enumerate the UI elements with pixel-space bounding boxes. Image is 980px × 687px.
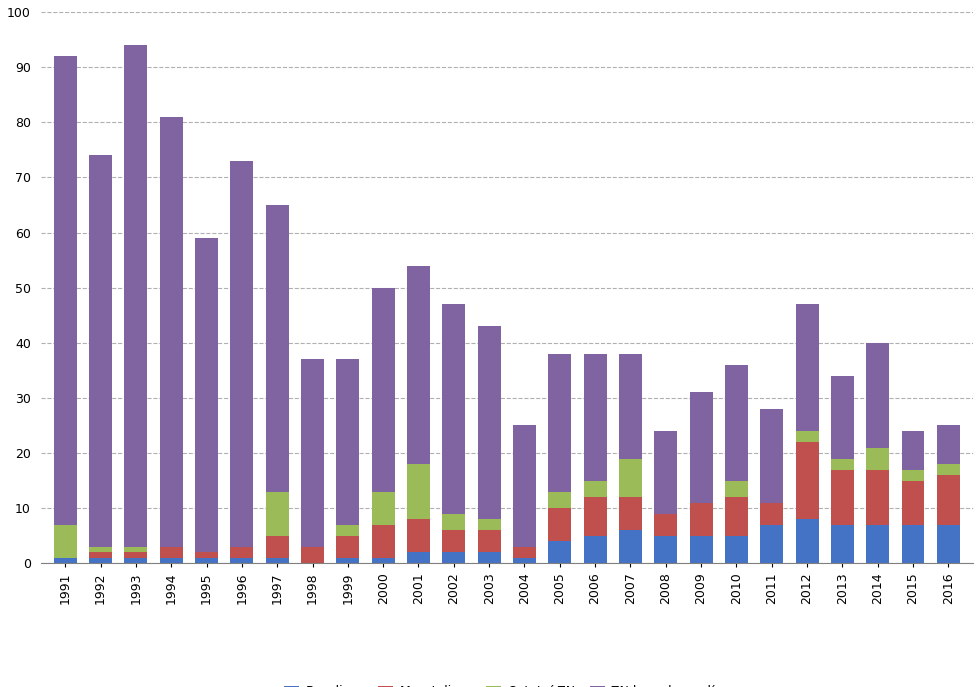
Bar xyxy=(124,547,147,552)
Bar xyxy=(336,525,360,536)
Bar xyxy=(690,392,712,503)
Bar xyxy=(796,442,818,519)
Bar xyxy=(619,530,642,563)
Bar xyxy=(831,459,854,470)
Bar xyxy=(548,541,571,563)
Bar xyxy=(796,304,818,431)
Bar xyxy=(54,525,76,558)
Bar xyxy=(655,536,677,563)
Bar xyxy=(371,288,395,492)
Bar xyxy=(195,552,218,558)
Bar xyxy=(619,497,642,530)
Bar xyxy=(584,354,607,481)
Bar xyxy=(513,425,536,547)
Bar xyxy=(266,558,289,563)
Bar xyxy=(124,45,147,547)
Bar xyxy=(371,525,395,558)
Bar xyxy=(831,470,854,525)
Bar xyxy=(655,431,677,514)
Bar xyxy=(230,161,254,547)
Bar xyxy=(796,431,818,442)
Bar xyxy=(371,558,395,563)
Bar xyxy=(760,503,783,525)
Bar xyxy=(442,514,466,530)
Bar xyxy=(725,365,748,481)
Bar xyxy=(266,492,289,536)
Bar xyxy=(442,530,466,552)
Bar xyxy=(407,519,430,552)
Bar xyxy=(690,536,712,563)
Bar xyxy=(195,558,218,563)
Bar xyxy=(548,508,571,541)
Bar xyxy=(301,359,324,547)
Bar xyxy=(548,354,571,492)
Bar xyxy=(902,470,924,481)
Bar xyxy=(725,497,748,536)
Bar xyxy=(230,547,254,558)
Bar xyxy=(407,552,430,563)
Bar xyxy=(619,354,642,459)
Bar xyxy=(336,536,360,558)
Bar xyxy=(902,525,924,563)
Bar xyxy=(937,475,959,525)
Bar xyxy=(230,558,254,563)
Bar xyxy=(584,497,607,536)
Bar xyxy=(336,558,360,563)
Bar xyxy=(89,558,112,563)
Bar xyxy=(937,425,959,464)
Bar xyxy=(477,552,501,563)
Legend: Bazaliom, Mezoteliom, Ostatní ZN, ZN bronchu a plíce: Bazaliom, Mezoteliom, Ostatní ZN, ZN bro… xyxy=(279,680,734,687)
Bar xyxy=(866,447,889,470)
Bar xyxy=(124,558,147,563)
Bar xyxy=(831,525,854,563)
Bar xyxy=(477,519,501,530)
Bar xyxy=(655,514,677,536)
Bar xyxy=(89,547,112,552)
Bar xyxy=(407,266,430,464)
Bar xyxy=(266,205,289,492)
Bar xyxy=(301,547,324,563)
Bar xyxy=(336,359,360,525)
Bar xyxy=(513,547,536,558)
Bar xyxy=(89,552,112,558)
Bar xyxy=(760,525,783,563)
Bar xyxy=(266,536,289,558)
Bar xyxy=(866,470,889,525)
Bar xyxy=(725,536,748,563)
Bar xyxy=(124,552,147,558)
Bar xyxy=(584,536,607,563)
Bar xyxy=(195,238,218,552)
Bar xyxy=(371,492,395,525)
Bar xyxy=(407,464,430,519)
Bar xyxy=(831,376,854,459)
Bar xyxy=(619,459,642,497)
Bar xyxy=(725,481,748,497)
Bar xyxy=(54,558,76,563)
Bar xyxy=(690,503,712,536)
Bar xyxy=(160,558,182,563)
Bar xyxy=(160,547,182,558)
Bar xyxy=(937,525,959,563)
Bar xyxy=(902,431,924,470)
Bar xyxy=(584,481,607,497)
Bar xyxy=(477,326,501,519)
Bar xyxy=(442,304,466,514)
Bar xyxy=(866,343,889,447)
Bar xyxy=(796,519,818,563)
Bar xyxy=(937,464,959,475)
Bar xyxy=(513,558,536,563)
Bar xyxy=(160,117,182,547)
Bar xyxy=(902,481,924,525)
Bar xyxy=(477,530,501,552)
Bar xyxy=(548,492,571,508)
Bar xyxy=(442,552,466,563)
Bar xyxy=(866,525,889,563)
Bar xyxy=(89,155,112,547)
Bar xyxy=(54,56,76,525)
Bar xyxy=(760,409,783,503)
